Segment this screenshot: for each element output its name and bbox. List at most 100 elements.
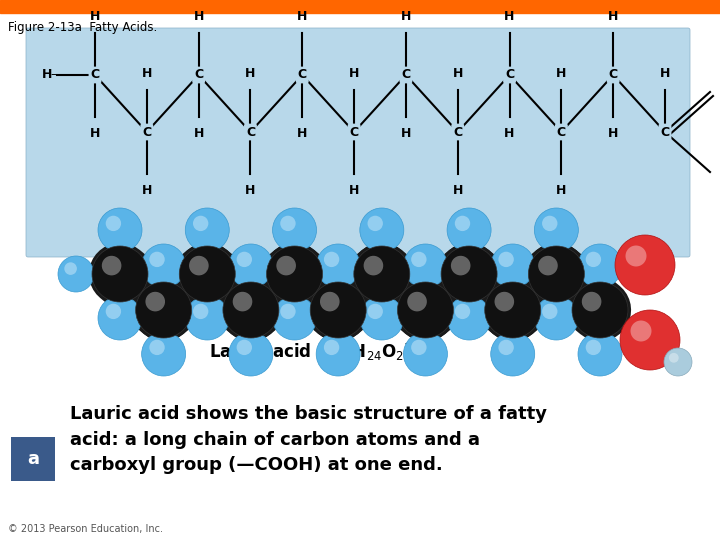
Circle shape xyxy=(185,296,229,340)
Text: H: H xyxy=(504,127,515,140)
Text: C: C xyxy=(608,69,618,82)
Circle shape xyxy=(447,296,491,340)
Text: H: H xyxy=(453,184,463,197)
Text: H: H xyxy=(194,10,204,23)
Circle shape xyxy=(455,215,470,231)
Circle shape xyxy=(534,296,578,340)
Text: Figure 2-13a  Fatty Acids.: Figure 2-13a Fatty Acids. xyxy=(8,21,157,34)
Circle shape xyxy=(106,215,121,231)
Text: H: H xyxy=(349,184,359,197)
Circle shape xyxy=(538,256,558,275)
Circle shape xyxy=(179,246,235,302)
Circle shape xyxy=(498,252,514,267)
Circle shape xyxy=(149,340,165,355)
Circle shape xyxy=(276,256,296,275)
Circle shape xyxy=(585,252,601,267)
Text: Lauric acid shows the basic structure of a fatty
acid: a long chain of carbon at: Lauric acid shows the basic structure of… xyxy=(70,405,547,475)
Text: H: H xyxy=(504,10,515,23)
Circle shape xyxy=(98,208,142,252)
Text: C: C xyxy=(453,125,462,138)
Circle shape xyxy=(273,208,317,252)
Circle shape xyxy=(411,252,426,267)
Circle shape xyxy=(620,310,680,370)
Text: H: H xyxy=(401,127,411,140)
Circle shape xyxy=(266,246,323,302)
Circle shape xyxy=(310,282,366,338)
Circle shape xyxy=(455,303,470,319)
Circle shape xyxy=(320,292,340,312)
Circle shape xyxy=(193,215,208,231)
Circle shape xyxy=(528,246,585,302)
Circle shape xyxy=(324,252,339,267)
Text: Lauric acid (C$_{12}$H$_{24}$O$_{2}$): Lauric acid (C$_{12}$H$_{24}$O$_{2}$) xyxy=(209,341,411,362)
Circle shape xyxy=(364,256,383,275)
Circle shape xyxy=(64,262,77,275)
Text: C: C xyxy=(297,69,307,82)
Circle shape xyxy=(360,296,404,340)
Circle shape xyxy=(626,246,647,267)
Text: C: C xyxy=(91,69,99,82)
Circle shape xyxy=(367,303,383,319)
Text: H: H xyxy=(556,67,567,80)
Bar xyxy=(0,0,720,13)
Circle shape xyxy=(354,246,410,302)
Text: —: — xyxy=(50,69,63,82)
Text: H: H xyxy=(608,10,618,23)
Circle shape xyxy=(229,244,273,288)
Circle shape xyxy=(615,235,675,295)
Circle shape xyxy=(441,246,497,302)
Circle shape xyxy=(408,292,427,312)
Circle shape xyxy=(397,282,454,338)
Circle shape xyxy=(237,252,252,267)
Circle shape xyxy=(403,244,447,288)
Circle shape xyxy=(145,292,165,312)
Circle shape xyxy=(498,340,514,355)
Circle shape xyxy=(495,292,514,312)
Circle shape xyxy=(534,208,578,252)
Circle shape xyxy=(237,340,252,355)
Circle shape xyxy=(223,282,279,338)
Circle shape xyxy=(233,292,252,312)
Text: C: C xyxy=(349,125,359,138)
Text: a: a xyxy=(27,450,39,468)
Text: C: C xyxy=(194,69,203,82)
Text: H: H xyxy=(194,127,204,140)
Circle shape xyxy=(92,246,148,302)
Circle shape xyxy=(98,296,142,340)
Circle shape xyxy=(316,244,360,288)
Text: H: H xyxy=(246,184,256,197)
Circle shape xyxy=(58,256,94,292)
Circle shape xyxy=(280,303,296,319)
Circle shape xyxy=(273,296,317,340)
Text: H: H xyxy=(297,10,307,23)
Text: H: H xyxy=(349,67,359,80)
Circle shape xyxy=(193,303,208,319)
Text: C: C xyxy=(401,69,410,82)
Text: H: H xyxy=(142,184,152,197)
Text: H: H xyxy=(453,67,463,80)
Circle shape xyxy=(578,244,622,288)
Text: C: C xyxy=(143,125,151,138)
Circle shape xyxy=(106,303,121,319)
Text: H: H xyxy=(608,127,618,140)
Circle shape xyxy=(542,215,557,231)
Text: H: H xyxy=(246,67,256,80)
Circle shape xyxy=(142,332,186,376)
Circle shape xyxy=(102,256,122,275)
Circle shape xyxy=(316,332,360,376)
Text: H: H xyxy=(142,67,152,80)
Circle shape xyxy=(491,332,535,376)
Text: C: C xyxy=(505,69,514,82)
Text: H: H xyxy=(556,184,567,197)
Circle shape xyxy=(491,244,535,288)
Circle shape xyxy=(582,292,601,312)
FancyBboxPatch shape xyxy=(26,28,690,257)
Circle shape xyxy=(664,348,692,376)
Text: H: H xyxy=(297,127,307,140)
Circle shape xyxy=(142,244,186,288)
Circle shape xyxy=(360,208,404,252)
Circle shape xyxy=(669,353,679,363)
Circle shape xyxy=(411,340,426,355)
Text: H: H xyxy=(90,10,100,23)
Text: H: H xyxy=(42,69,52,82)
